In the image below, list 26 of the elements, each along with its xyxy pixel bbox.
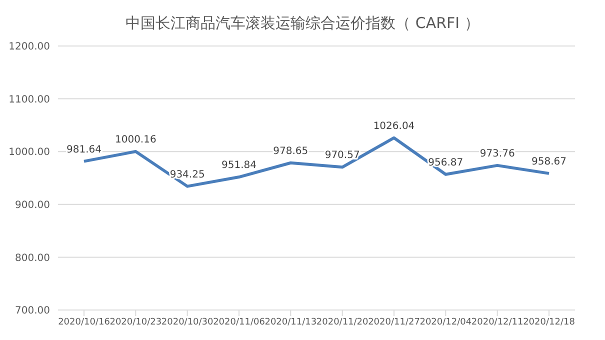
x-tick-label: 2020/10/30 [161,317,214,328]
y-tick-label: 1100.00 [8,94,50,106]
data-label: 1026.04 [373,120,415,132]
x-tick-label: 2020/11/13 [264,317,317,328]
chart-title: 中国长江商品汽车滚装运输综合运价指数（ CARFI ） [124,13,480,34]
x-tick-label: 2020/12/11 [471,317,524,328]
data-label: 934.25 [170,169,205,180]
y-tick-label: 900.00 [15,200,50,211]
data-label: 981.64 [66,144,102,156]
y-tick-label: 1000.00 [8,147,50,158]
data-label: 970.57 [324,150,360,162]
x-tick-label: 2020/11/20 [316,317,369,328]
y-tick-label: 700.00 [15,306,50,317]
data-label: 951.84 [222,160,256,172]
x-tick-label: 2020/10/23 [110,317,162,328]
y-tick-label: 1200.00 [8,42,50,53]
x-tick-label: 2020/12/04 [420,317,472,328]
data-label: 1000.16 [114,134,156,146]
y-tick-label: 800.00 [15,252,50,264]
x-tick-label: 2020/10/16 [58,317,110,328]
x-tick-label: 2020/12/18 [523,317,576,328]
x-tick-label: 2020/11/27 [368,317,420,328]
data-label: 958.67 [532,156,566,168]
x-tick-label: 2020/11/06 [213,317,266,328]
data-label: 978.65 [273,146,308,157]
data-label: 973.76 [480,148,515,160]
